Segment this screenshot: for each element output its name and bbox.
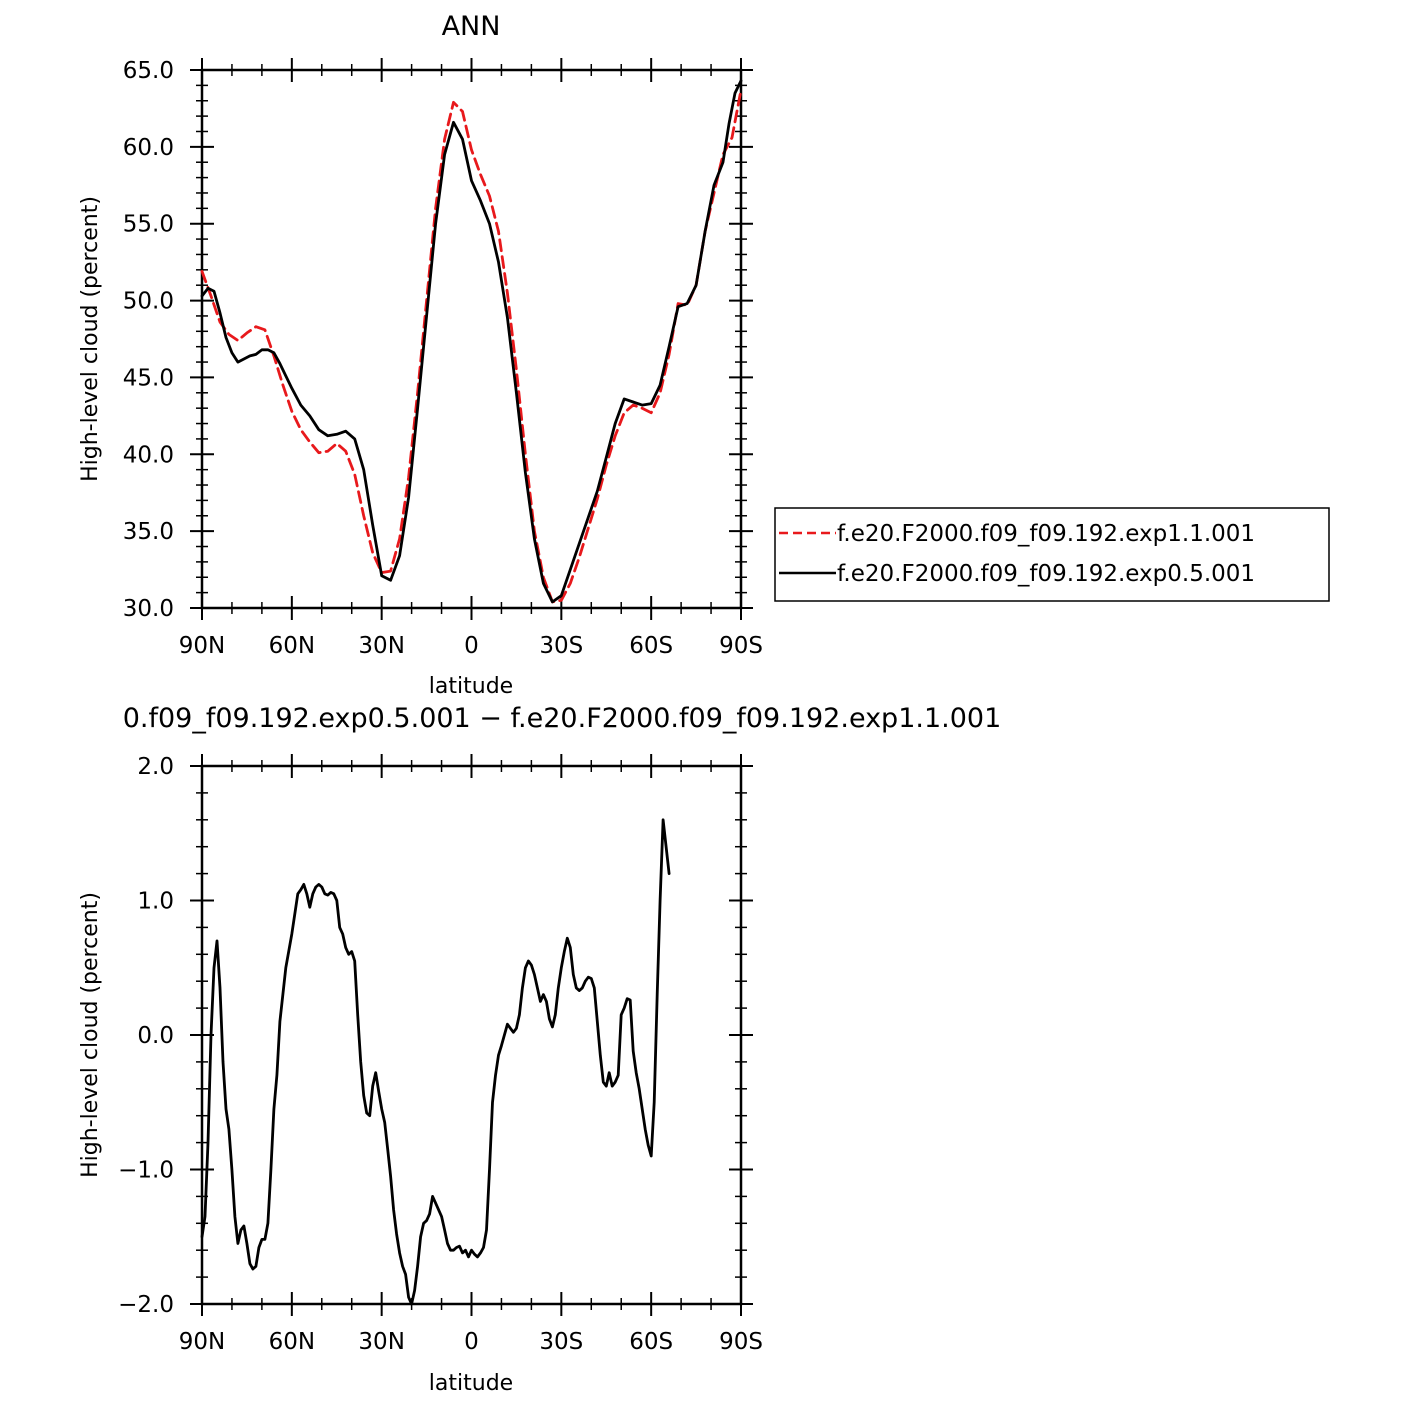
bottom-xtick-label: 60S: [629, 1329, 673, 1355]
top-xtick-label: 90N: [179, 633, 225, 659]
bottom-x-ticks: 90N 60N 30N 0 30S 60S 90S: [179, 754, 763, 1355]
bottom-y-axis-label: High-level cloud (percent): [78, 892, 103, 1178]
top-ytick-label: 65.0: [123, 58, 174, 84]
bottom-ytick-label: 0.0: [137, 1023, 174, 1049]
top-y-axis-label: High-level cloud (percent): [78, 196, 103, 482]
bottom-xtick-label: 90S: [719, 1329, 763, 1355]
top-ytick-label: 30.0: [123, 596, 174, 622]
bottom-plot-frame: [200, 764, 743, 1306]
top-xtick-label: 60S: [629, 633, 673, 659]
bottom-xtick-label: 60N: [269, 1329, 315, 1355]
top-ytick-label: 55.0: [123, 212, 174, 238]
top-xtick-label: 30S: [539, 633, 583, 659]
bottom-xtick-label: 30S: [539, 1329, 583, 1355]
bottom-series-line-0: [200, 818, 671, 1306]
top-x-ticks: 90N 60N 30N 0 30S 60S 90S: [179, 58, 763, 659]
bottom-y-ticks: −2.0 −1.0 0.0 1.0 2.0: [118, 754, 753, 1318]
bottom-x-axis-label: latitude: [429, 1371, 513, 1396]
top-xtick-label: 60N: [269, 633, 315, 659]
top-series: [200, 79, 743, 604]
legend-label-exp05: f.e20.F2000.f09_f09.192.exp0.5.001: [837, 561, 1255, 587]
top-panel: ANN 30.0 35.0 40.0 45.0 50.0 55.0 60.0 65.0 90N…: [78, 11, 1330, 699]
top-xtick-label: 90S: [719, 633, 763, 659]
top-panel-title: ANN: [442, 11, 501, 42]
bottom-xtick-label: 90N: [179, 1329, 225, 1355]
bottom-ytick-label: 1.0: [137, 889, 174, 915]
bottom-panel-title: 0.f09_f09.192.exp0.5.001 − f.e20.F2000.f…: [123, 703, 1002, 734]
top-ytick-label: 35.0: [123, 519, 174, 545]
top-ytick-label: 45.0: [123, 365, 174, 391]
top-xtick-label: 0: [464, 633, 479, 659]
bottom-xtick-label: 0: [464, 1329, 479, 1355]
top-x-axis-label: latitude: [429, 674, 513, 699]
top-series-line-1: [200, 79, 743, 604]
bottom-ytick-label: −2.0: [118, 1292, 174, 1318]
top-y-ticks: 30.0 35.0 40.0 45.0 50.0 55.0 60.0 65.0: [123, 58, 753, 622]
bottom-panel: 0.f09_f09.192.exp0.5.001 − f.e20.F2000.f…: [78, 703, 1001, 1396]
legend: f.e20.F2000.f09_f09.192.exp1.1.001 f.e20…: [774, 507, 1330, 602]
top-ytick-label: 50.0: [123, 289, 174, 315]
legend-label-exp1: f.e20.F2000.f09_f09.192.exp1.1.001: [837, 521, 1255, 547]
bottom-series: [200, 818, 671, 1306]
bottom-ytick-label: 2.0: [137, 754, 174, 780]
top-ytick-label: 60.0: [123, 135, 174, 161]
bottom-xtick-label: 30N: [358, 1329, 404, 1355]
legend-box: [774, 507, 1330, 602]
top-ytick-label: 40.0: [123, 442, 174, 468]
top-xtick-label: 30N: [358, 633, 404, 659]
top-series-line-0: [200, 88, 743, 604]
bottom-ytick-label: −1.0: [118, 1158, 174, 1184]
